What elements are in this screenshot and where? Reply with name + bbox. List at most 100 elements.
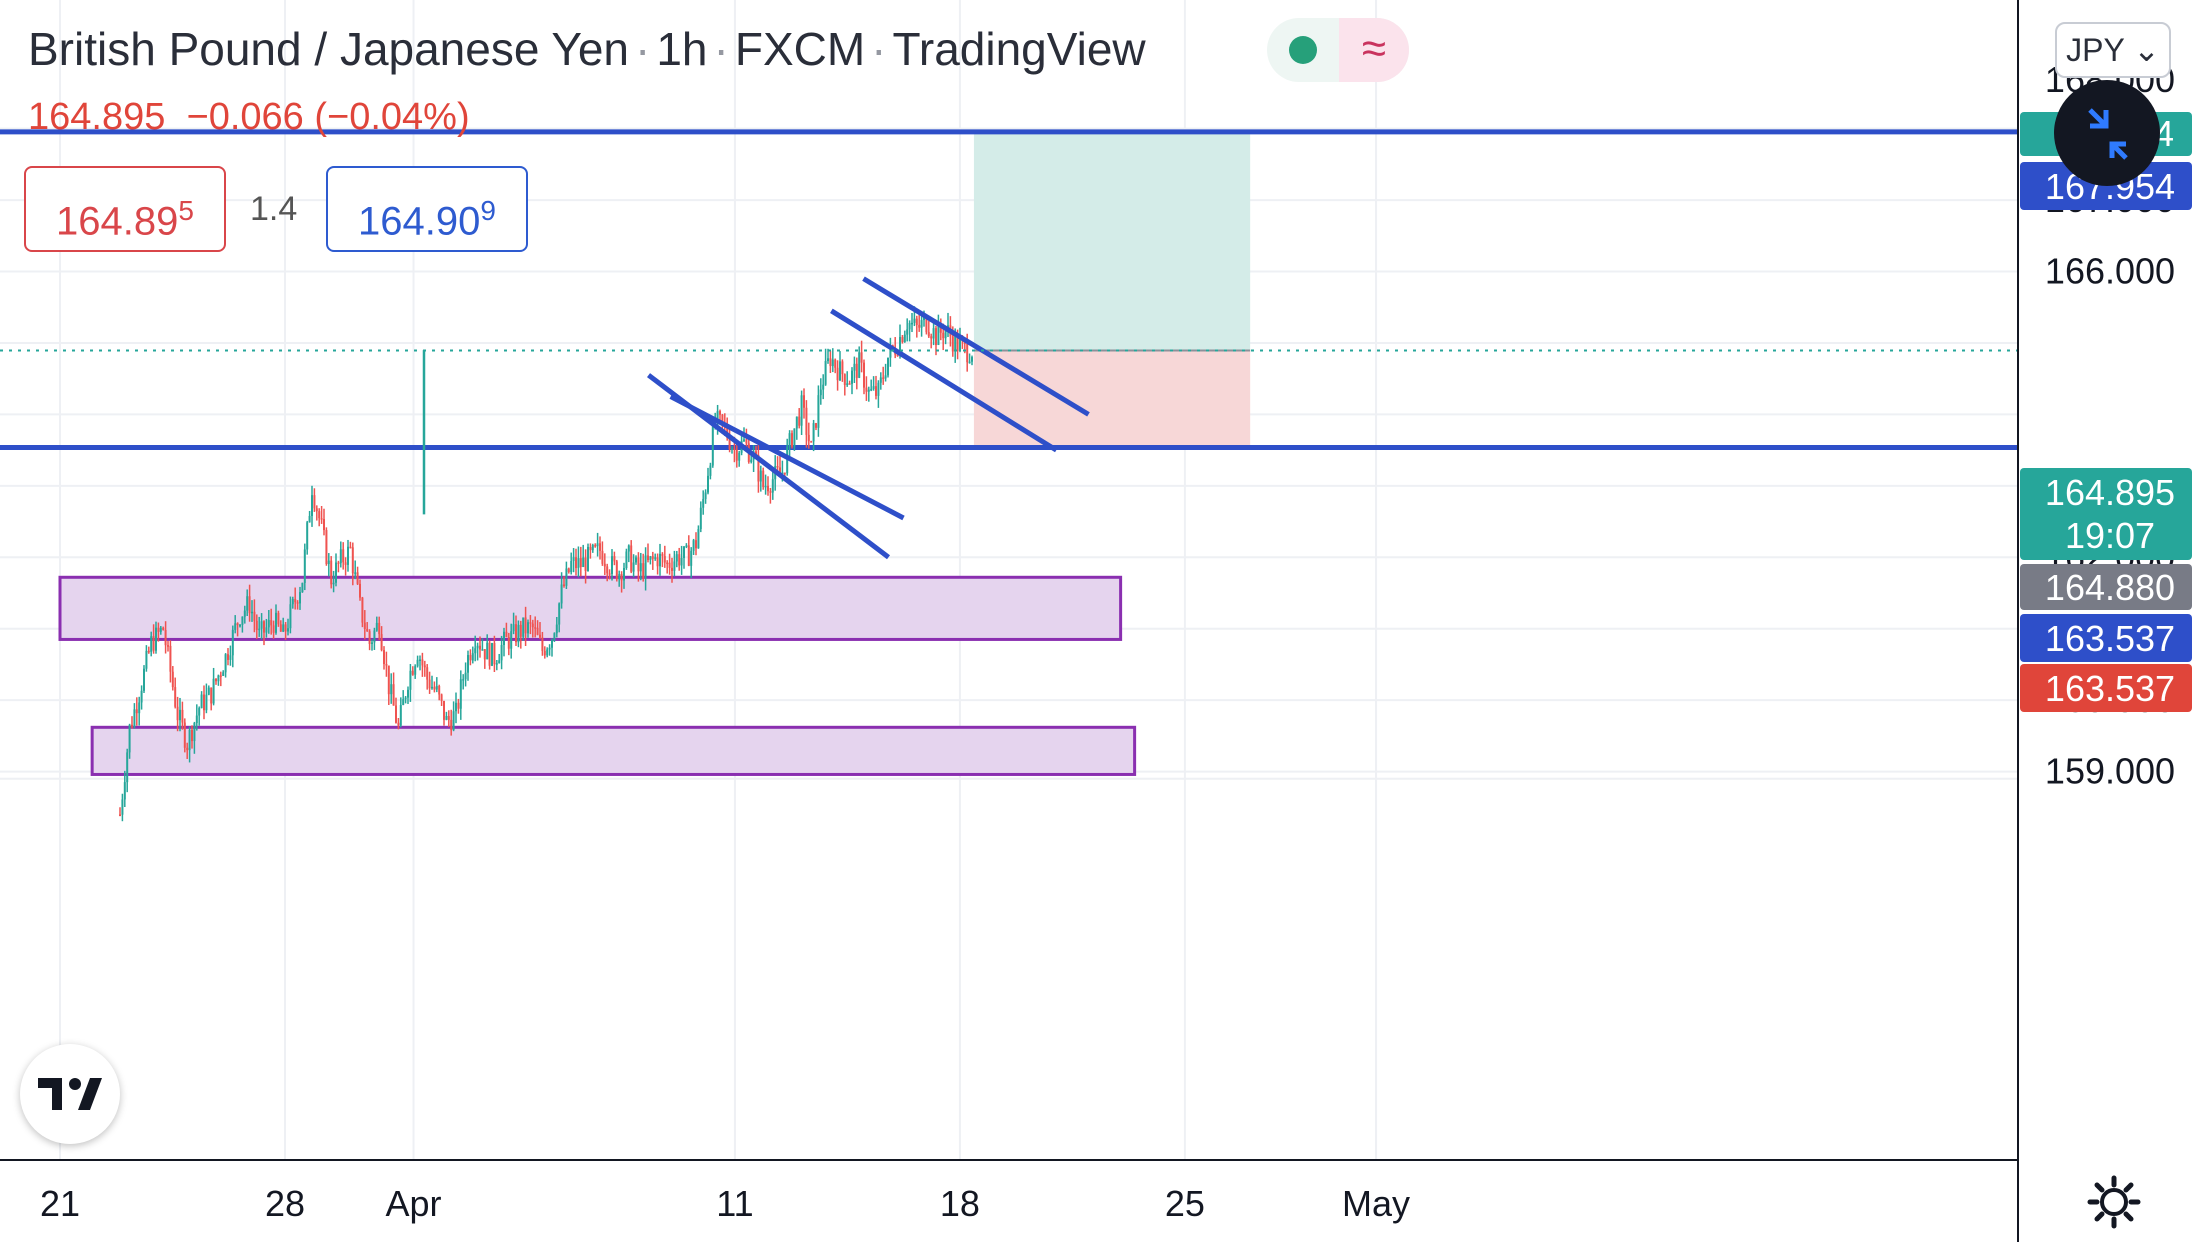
candle-body (188, 729, 191, 751)
candle-body (531, 623, 534, 628)
spread: 1.4 (250, 190, 298, 228)
candle-body (474, 648, 477, 654)
candle-body (162, 627, 165, 630)
market-status-pill[interactable]: ≈ (1267, 18, 1409, 82)
candle-body (373, 630, 376, 643)
candle-body (200, 694, 203, 709)
price-tick-label: 159.000 (2045, 751, 2175, 792)
candle-body (493, 643, 496, 665)
candle-body (863, 362, 865, 388)
candle-body (889, 345, 892, 358)
candle-body (447, 715, 450, 720)
tradingview-logo[interactable] (20, 1044, 120, 1144)
candle-body (673, 561, 676, 571)
candle-body (541, 637, 544, 651)
candle-body (956, 335, 959, 352)
candle-body (599, 543, 601, 551)
candle-body (210, 687, 213, 704)
candle-body (390, 684, 393, 695)
candle-body (356, 572, 359, 584)
candle-body (966, 343, 969, 363)
sell-button[interactable]: 164.895 (24, 166, 226, 252)
candle-body (517, 624, 520, 643)
candle-body (421, 659, 424, 666)
candle-body (584, 557, 587, 571)
candle-body (687, 545, 690, 566)
candle-body (601, 550, 604, 564)
candle-body (294, 599, 297, 603)
candle-body (738, 452, 741, 461)
candle-body (147, 650, 150, 653)
candle-body (666, 562, 669, 565)
candle-body (913, 318, 916, 323)
candle-body (407, 689, 409, 698)
candle-body (637, 557, 640, 572)
candle-body (762, 470, 765, 487)
long-position-tool[interactable] (973, 131, 1251, 448)
candle-body (647, 555, 649, 561)
stop-line-label: 163.537 (2045, 618, 2175, 659)
profit-zone[interactable] (973, 131, 1251, 351)
candle-body (887, 357, 889, 376)
candle-body (951, 336, 954, 352)
candle-body (207, 687, 210, 695)
candle-body (764, 485, 767, 488)
candle-body (519, 624, 522, 637)
candle-body (416, 659, 419, 667)
candle-body (152, 636, 155, 651)
candle-body (347, 546, 349, 565)
channel-2-line-2[interactable] (862, 276, 1090, 417)
channel-2-line-1[interactable] (830, 308, 1058, 453)
candle-body (906, 329, 909, 335)
last-price-badge[interactable] (2020, 468, 2192, 560)
loss-zone[interactable] (973, 350, 1251, 448)
candle-body (255, 620, 258, 630)
candle-body (248, 596, 251, 614)
take-profit-badge[interactable] (2020, 162, 2192, 210)
trend-channels[interactable] (647, 276, 1090, 560)
support-zones[interactable] (58, 575, 1137, 776)
candle-body (971, 357, 973, 362)
candle-body (865, 387, 868, 392)
horizontal-lines[interactable] (0, 129, 2018, 450)
candle-body (171, 671, 174, 688)
candle-body (695, 540, 697, 549)
interval[interactable]: 1h (656, 23, 708, 75)
currency-button[interactable]: JPY ⌄ (2055, 22, 2171, 78)
candle-body (315, 508, 318, 512)
candle-body (512, 624, 515, 632)
candle-body (731, 448, 733, 451)
candle-body (359, 583, 361, 598)
change-pct: (−0.04%) (314, 96, 470, 138)
candle-body (344, 562, 347, 565)
candle-body (246, 596, 249, 611)
bar-countdown-label: 19:07 (2065, 515, 2155, 556)
broker: FXCM (734, 23, 866, 75)
symbol-name[interactable]: British Pound / Japanese Yen (28, 23, 630, 75)
stop-loss-badge[interactable] (2020, 664, 2192, 712)
candle-body (836, 367, 839, 381)
channel-1-line-2[interactable] (669, 394, 905, 521)
support-zone-2[interactable] (90, 725, 1137, 776)
candle-body (258, 628, 261, 631)
candle-body (303, 549, 306, 583)
candle-body (877, 382, 880, 396)
candle-body (858, 352, 861, 378)
candle-body (450, 719, 453, 731)
candle-body (683, 546, 685, 559)
candle-body (563, 584, 565, 586)
candle-body (819, 389, 822, 396)
stop-line-badge[interactable] (2020, 614, 2192, 662)
candle-body (680, 558, 683, 566)
candle-body (649, 556, 652, 561)
candle-body (932, 328, 935, 339)
exit-fullscreen-button[interactable] (2054, 80, 2160, 186)
candle-body (539, 634, 541, 638)
buy-button[interactable]: 164.909 (326, 166, 528, 252)
candle-body (846, 383, 849, 385)
settings-gear-icon[interactable] (2086, 1174, 2142, 1230)
support-zone-1[interactable] (58, 575, 1123, 641)
candle-body (798, 416, 801, 426)
candle-body (299, 592, 301, 604)
